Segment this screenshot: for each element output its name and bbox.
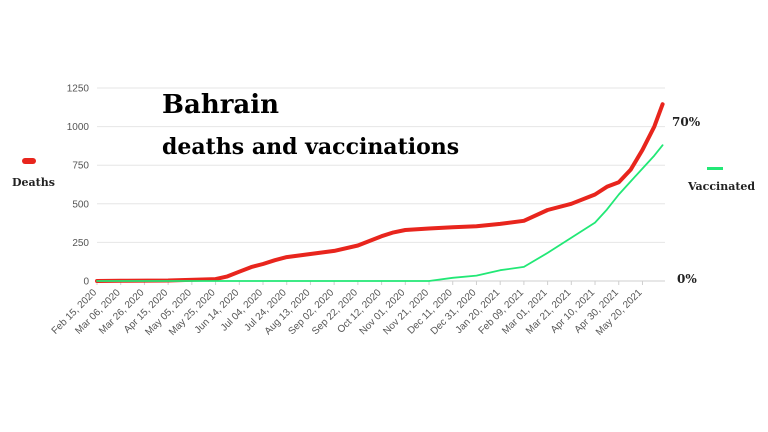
y-axis-ticks: 0 250 500 750 1000 1250 xyxy=(67,84,90,288)
y-tick-label: 750 xyxy=(72,161,89,172)
y-tick-label: 0 xyxy=(83,277,89,288)
legend-vaccinated-swatch xyxy=(707,167,723,170)
legend-vaccinated-label: Vaccinated xyxy=(688,180,756,193)
y-tick-label: 1250 xyxy=(67,84,90,95)
right-axis-label-bottom: 0% xyxy=(677,272,697,286)
y-tick-label: 1000 xyxy=(67,122,90,133)
y-tick-label: 500 xyxy=(72,199,89,210)
series-line-vaccinated xyxy=(96,144,664,282)
chart-subtitle: deaths and vaccinations xyxy=(162,134,460,160)
chart-title: Bahrain xyxy=(162,90,280,120)
legend-deaths-label: Deaths xyxy=(12,176,55,189)
series-group xyxy=(95,102,665,283)
legend-deaths-swatch xyxy=(22,158,36,164)
grid-lines xyxy=(97,87,665,282)
series-line-deaths xyxy=(95,102,665,283)
y-tick-label: 250 xyxy=(72,238,89,249)
right-axis-label-top: 70% xyxy=(672,115,701,129)
